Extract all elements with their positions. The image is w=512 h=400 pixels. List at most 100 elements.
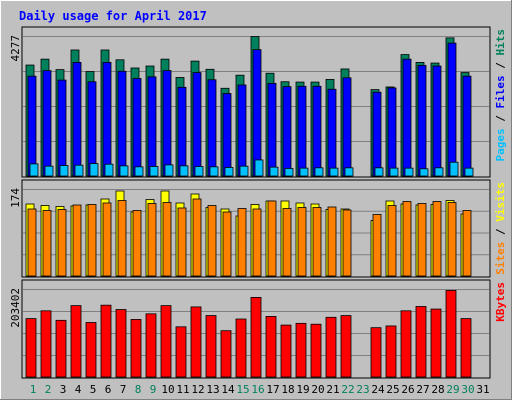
ymax-label-kbytes: 203402 (9, 288, 22, 328)
bar-pages-day-12 (194, 166, 204, 177)
bar-pages-day-30 (464, 167, 474, 177)
bar-kbytes-day-27 (415, 306, 427, 378)
bar-sites-day-22 (342, 209, 352, 277)
day-label-13: 13 (206, 383, 219, 396)
bar-kbytes-day-29 (445, 290, 457, 378)
bar-kbytes-day-16 (250, 296, 262, 378)
bar-pages-day-26 (404, 167, 414, 177)
bar-files-day-3 (57, 79, 67, 177)
bar-pages-day-8 (134, 166, 144, 177)
bar-kbytes-day-11 (175, 326, 187, 378)
day-label-9: 9 (150, 383, 157, 396)
bar-pages-day-9 (149, 166, 159, 177)
bar-files-day-18 (282, 86, 292, 177)
day-label-24: 24 (371, 383, 385, 396)
bar-sites-day-10 (162, 202, 172, 277)
bar-files-day-9 (147, 76, 157, 177)
bar-pages-day-21 (329, 167, 339, 177)
legend-hits-files-pages: Pages / Files / Hits (494, 29, 507, 162)
bar-kbytes-day-19 (295, 322, 307, 378)
bar-kbytes-day-9 (145, 313, 157, 378)
bar-sites-day-13 (207, 205, 217, 277)
bar-sites-day-26 (402, 201, 412, 277)
chart-title: Daily usage for April 2017 (19, 9, 207, 23)
day-label-7: 7 (120, 383, 127, 396)
bar-files-day-21 (327, 88, 337, 177)
bar-kbytes-day-14 (220, 330, 232, 378)
day-label-20: 20 (311, 383, 324, 396)
legend-entry-hits-files-pages-2: Files (494, 75, 507, 108)
bar-sites-day-12 (192, 198, 202, 277)
bar-kbytes-day-28 (430, 308, 442, 378)
bar-kbytes-day-12 (190, 306, 202, 378)
bar-sites-day-20 (312, 207, 322, 277)
bar-pages-day-11 (179, 165, 189, 177)
bar-sites-day-15 (237, 208, 247, 277)
legend-visits-sites: Sites / Visits (494, 182, 507, 275)
bar-pages-day-20 (314, 167, 324, 177)
day-label-5: 5 (90, 383, 97, 396)
bar-files-day-25 (387, 87, 397, 177)
day-label-4: 4 (75, 383, 82, 396)
legend-entry-kbytes-0: KBytes (494, 282, 507, 322)
bar-sites-day-21 (327, 206, 337, 277)
legend-entry-hits-files-pages-3: / (494, 56, 507, 76)
bar-files-day-8 (132, 78, 142, 177)
legend-entry-visits-sites-1: / (494, 222, 507, 242)
bar-pages-day-29 (449, 161, 459, 177)
ymax-label-visits-sites: 174 (9, 188, 22, 208)
bar-sites-day-19 (297, 207, 307, 277)
bar-files-day-2 (42, 70, 52, 177)
bar-sites-day-9 (147, 203, 157, 277)
day-label-29: 29 (446, 383, 459, 396)
day-label-23: 23 (356, 383, 369, 396)
day-label-25: 25 (386, 383, 399, 396)
bar-kbytes-day-5 (85, 322, 97, 378)
bar-pages-day-2 (44, 165, 54, 177)
bar-files-day-22 (342, 77, 352, 177)
bar-files-day-14 (222, 93, 232, 177)
bar-files-day-17 (267, 82, 277, 177)
bar-sites-day-24 (372, 214, 382, 277)
bar-sites-day-27 (417, 203, 427, 277)
bar-pages-day-10 (164, 164, 174, 177)
day-label-2: 2 (45, 383, 52, 396)
legend-entry-visits-sites-2: Visits (494, 182, 507, 222)
bar-files-day-26 (402, 58, 412, 177)
legend-entry-visits-sites-0: Sites (494, 242, 507, 275)
bar-pages-day-19 (299, 167, 309, 177)
legend-kbytes: KBytes (494, 282, 507, 322)
bar-sites-day-25 (387, 205, 397, 277)
bar-files-day-24 (372, 91, 382, 177)
bar-sites-day-4 (72, 204, 82, 277)
day-label-19: 19 (296, 383, 309, 396)
bar-pages-day-25 (389, 167, 399, 177)
day-label-10: 10 (161, 383, 174, 396)
bar-files-day-16 (252, 49, 262, 177)
bar-files-day-5 (87, 81, 97, 177)
bar-files-day-11 (177, 86, 187, 177)
bar-files-day-10 (162, 70, 172, 177)
bar-pages-day-4 (74, 164, 84, 177)
bar-files-day-1 (27, 75, 37, 177)
bar-pages-day-24 (374, 167, 384, 177)
bar-sites-day-11 (177, 207, 187, 277)
day-label-31: 31 (476, 383, 489, 396)
day-label-21: 21 (326, 383, 339, 396)
bar-files-day-19 (297, 85, 307, 177)
bar-kbytes-day-10 (160, 305, 172, 378)
day-label-27: 27 (416, 383, 429, 396)
bar-sites-day-1 (27, 208, 37, 277)
bar-kbytes-day-20 (310, 323, 322, 378)
bar-kbytes-day-21 (325, 316, 337, 378)
bar-kbytes-day-18 (280, 324, 292, 378)
day-label-6: 6 (105, 383, 112, 396)
bar-pages-day-22 (344, 167, 354, 177)
day-label-18: 18 (281, 383, 294, 396)
bar-pages-day-28 (434, 167, 444, 177)
day-label-26: 26 (401, 383, 414, 396)
bar-sites-day-28 (432, 201, 442, 277)
bar-kbytes-day-3 (55, 319, 67, 378)
bar-pages-day-7 (119, 165, 129, 177)
